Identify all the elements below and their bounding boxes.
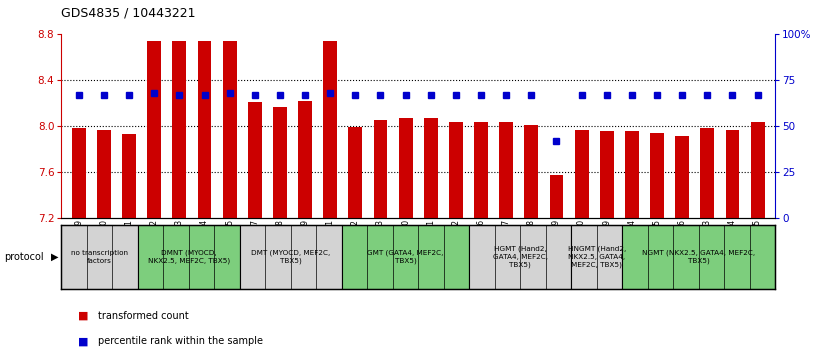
Text: percentile rank within the sample: percentile rank within the sample (98, 336, 263, 346)
Bar (600, 131, 614, 218)
Bar (248, 102, 262, 218)
Text: DMT (MYOCD, MEF2C,
TBX5): DMT (MYOCD, MEF2C, TBX5) (251, 250, 330, 264)
Bar (625, 131, 639, 218)
Bar (273, 107, 287, 218)
Bar (197, 41, 211, 218)
Bar (424, 118, 437, 218)
Bar (223, 41, 237, 218)
Bar (676, 136, 689, 218)
Bar (72, 129, 86, 218)
Bar (700, 129, 714, 218)
Text: HNGMT (Hand2,
NKX2.5, GATA4,
MEF2C, TBX5): HNGMT (Hand2, NKX2.5, GATA4, MEF2C, TBX5… (568, 246, 626, 268)
Text: DMNT (MYOCD,
NKX2.5, MEF2C, TBX5): DMNT (MYOCD, NKX2.5, MEF2C, TBX5) (148, 250, 230, 264)
Text: GMT (GATA4, MEF2C,
TBX5): GMT (GATA4, MEF2C, TBX5) (367, 250, 444, 264)
Bar (549, 175, 563, 218)
Bar (374, 121, 388, 218)
Bar (525, 125, 539, 218)
Bar (172, 41, 186, 218)
Text: HGMT (Hand2,
GATA4, MEF2C,
TBX5): HGMT (Hand2, GATA4, MEF2C, TBX5) (493, 246, 548, 268)
Bar (574, 130, 588, 218)
Bar (499, 122, 513, 218)
Bar (474, 122, 488, 218)
Bar (298, 101, 312, 218)
Text: ■: ■ (78, 336, 88, 346)
Bar (449, 122, 463, 218)
Text: protocol: protocol (4, 252, 44, 262)
Text: transformed count: transformed count (98, 311, 188, 321)
Bar (399, 118, 413, 218)
Text: ■: ■ (78, 311, 88, 321)
Bar (148, 41, 161, 218)
Text: ▶: ▶ (51, 252, 58, 262)
Bar (348, 127, 362, 218)
Text: GDS4835 / 10443221: GDS4835 / 10443221 (61, 7, 196, 20)
Bar (650, 133, 664, 218)
Bar (323, 41, 337, 218)
Text: NGMT (NKX2.5, GATA4, MEF2C,
TBX5): NGMT (NKX2.5, GATA4, MEF2C, TBX5) (642, 250, 756, 264)
Bar (97, 130, 111, 218)
Bar (122, 134, 136, 218)
Text: no transcription
factors: no transcription factors (71, 250, 128, 264)
Bar (725, 130, 739, 218)
Bar (751, 122, 765, 218)
